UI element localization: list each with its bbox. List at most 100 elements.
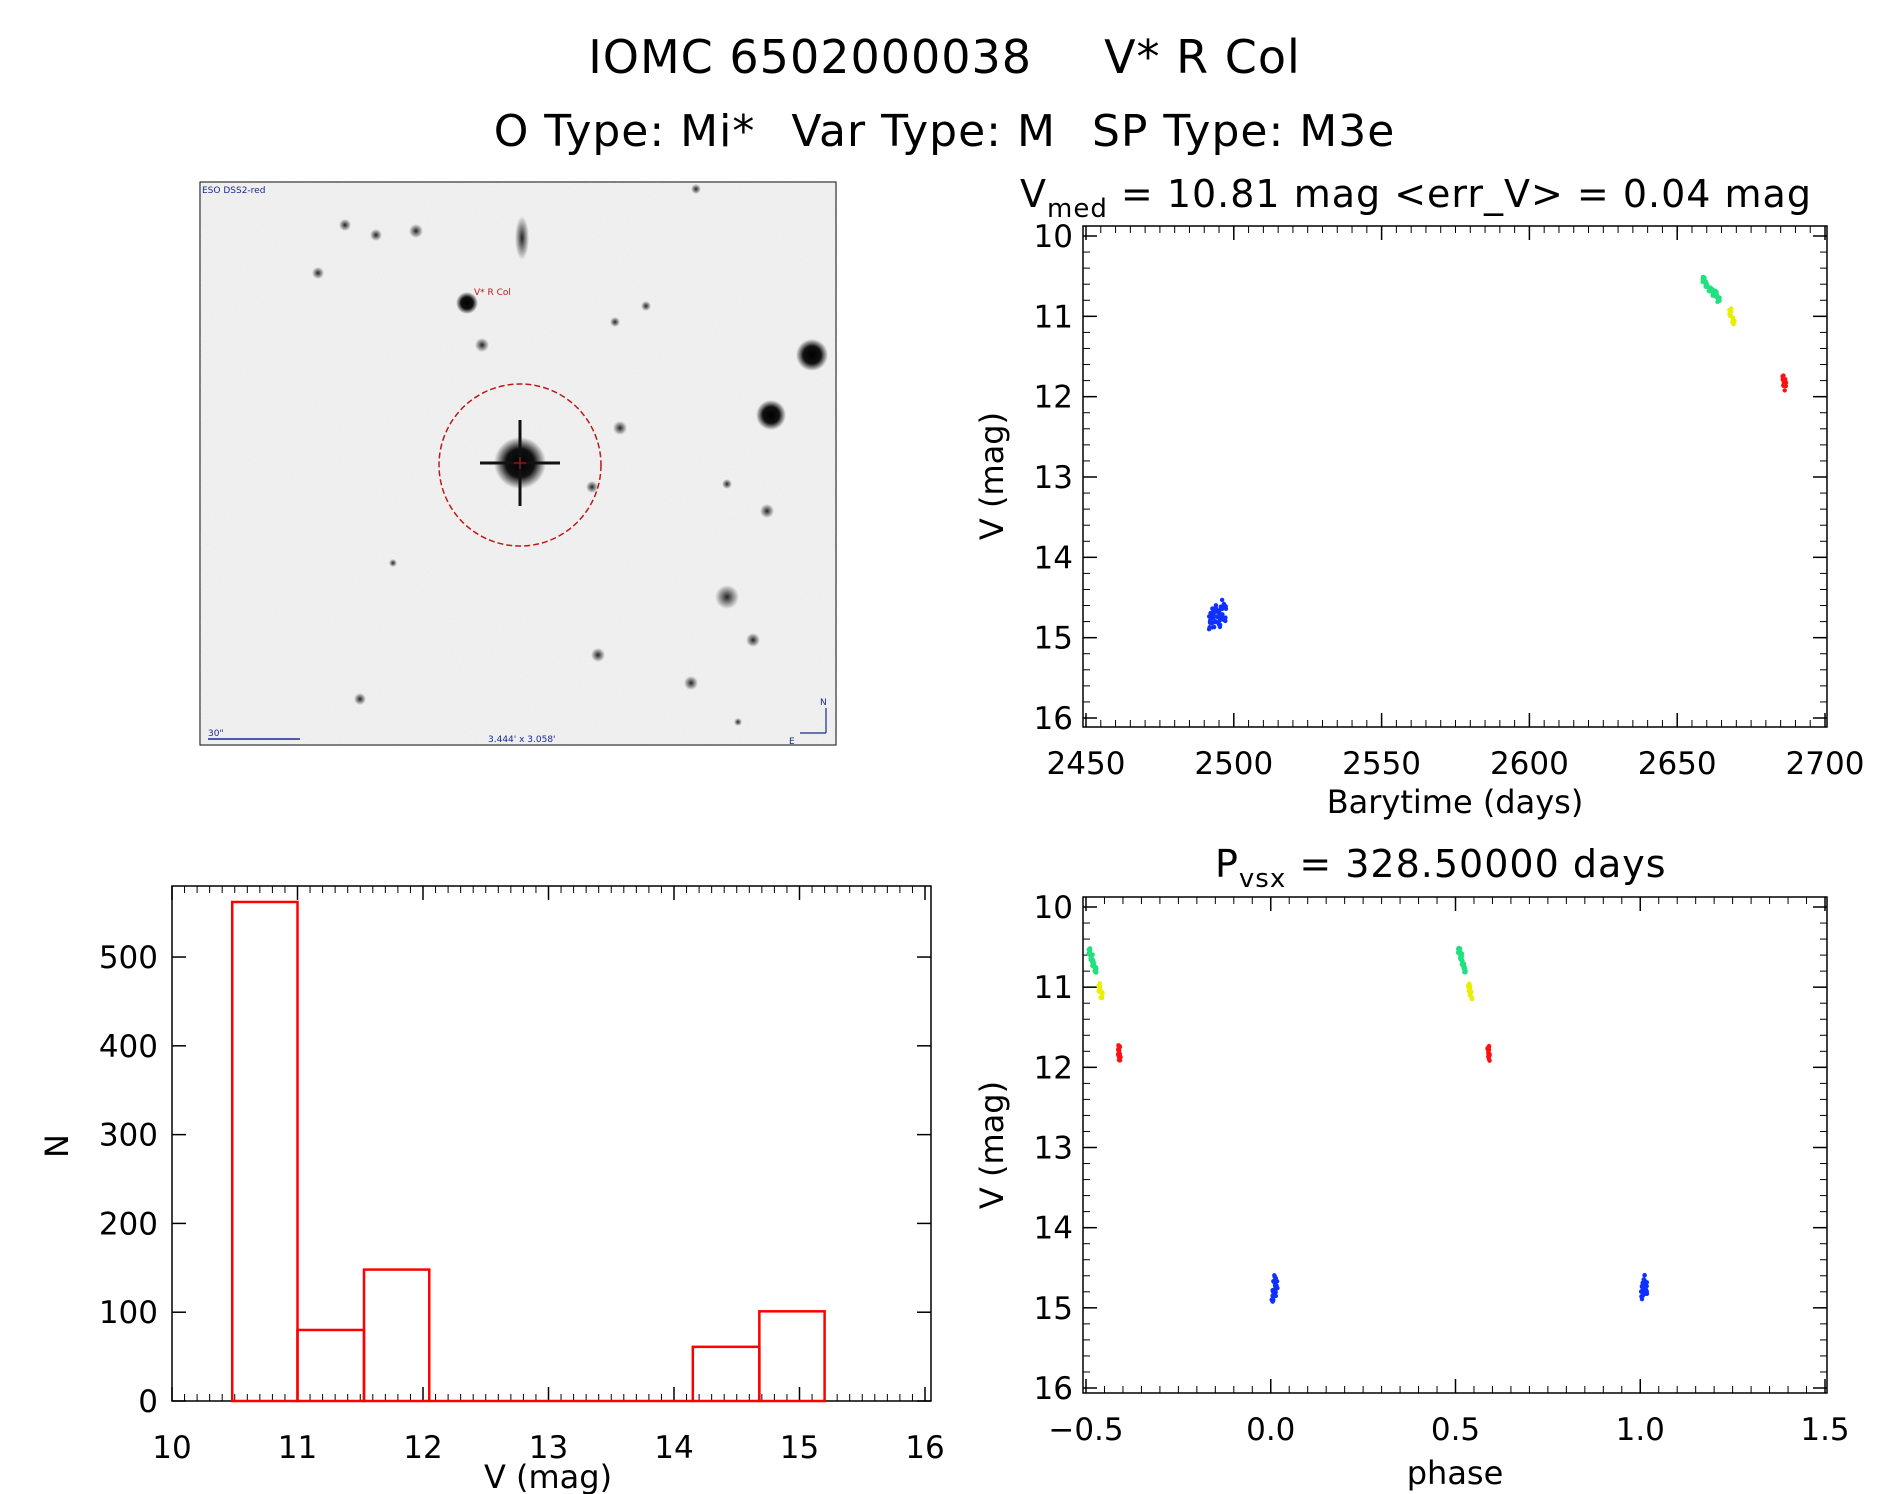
- figure-title-line1: IOMC 6502000038 V* R Col: [0, 30, 1889, 84]
- data-point-red: [1117, 1057, 1123, 1063]
- y-tick-label: 11: [1034, 299, 1073, 335]
- spectral-type: SP Type: M3e: [1091, 106, 1396, 157]
- y-tick-label: 400: [99, 1029, 158, 1065]
- histogram-ylabel: N: [38, 1134, 76, 1158]
- data-point-green: [1093, 968, 1099, 973]
- lightcurve-title: Vmed = 10.81 mag <err_V> = 0.04 mag: [1020, 172, 1812, 224]
- lightcurve-xlabel: Barytime (days): [1327, 783, 1584, 821]
- data-point-blue: [1217, 622, 1223, 628]
- scale-label: 30": [208, 729, 224, 739]
- x-tick-label: 16: [905, 1430, 944, 1466]
- histogram-x-tick-labels: 10 11 12 13 14 15 16: [152, 1430, 944, 1466]
- data-point-green: [1093, 964, 1099, 970]
- histogram-bar: [362, 1268, 431, 1403]
- x-tick-label: 2700: [1786, 746, 1865, 782]
- y-tick-label: 500: [99, 940, 158, 976]
- data-point-blue: [1212, 609, 1218, 615]
- data-point-blue: [1271, 1278, 1276, 1284]
- phased-ylabel: V (mag): [973, 1081, 1011, 1209]
- data-point-yellow: [1099, 995, 1104, 1001]
- y-tick-label: 16: [1034, 701, 1073, 737]
- data-point-yellow: [1467, 982, 1472, 988]
- data-point-blue: [1639, 1294, 1644, 1299]
- x-tick-label: 11: [278, 1430, 317, 1466]
- y-tick-label: 14: [1034, 1211, 1073, 1247]
- data-point-blue: [1642, 1273, 1647, 1278]
- north-label: N: [820, 698, 827, 708]
- variable-type: Var Type: M: [791, 106, 1056, 157]
- sky-image-panel: ESO DSS2-red V* R Col 30" 3.444' x 3.058…: [199, 181, 837, 747]
- x-tick-label: 10: [152, 1430, 191, 1466]
- object-type: O Type: Mi*: [493, 106, 756, 157]
- histogram-bar: [230, 900, 299, 1403]
- fov-label: 3.444' x 3.058': [488, 735, 556, 745]
- target-star: [480, 420, 560, 506]
- histogram-ticks: [171, 886, 931, 1402]
- data-point-blue: [1213, 603, 1219, 608]
- data-point-red: [1782, 388, 1787, 393]
- data-point-blue: [1643, 1288, 1648, 1293]
- data-point-green: [1704, 281, 1709, 286]
- star-name: V* R Col: [1104, 30, 1301, 84]
- data-point-blue: [1273, 1293, 1279, 1299]
- histogram-bar: [296, 1328, 366, 1403]
- x-tick-label: 15: [780, 1430, 819, 1466]
- star-id: IOMC 6502000038: [588, 30, 1033, 84]
- data-point-red: [1783, 378, 1788, 384]
- histogram-y-tick-labels: 0 100 200 300 400 500: [99, 940, 158, 1420]
- y-tick-label: 200: [99, 1206, 158, 1242]
- data-point-blue: [1270, 1299, 1275, 1304]
- data-point-yellow: [1469, 996, 1475, 1002]
- lightcurve-x-tick-labels: 2450 2500 2550 2600 2650 2700: [1047, 746, 1865, 782]
- phased-ticks: [1083, 897, 1827, 1393]
- phased-title: Pvsx = 328.50000 days: [1215, 842, 1667, 894]
- lightcurve-points: [1206, 274, 1789, 632]
- data-point-yellow: [1100, 990, 1105, 995]
- lightcurve-ylabel: V (mag): [973, 412, 1011, 540]
- phased-y-tick-labels: 10 11 12 13 14 15 16: [1034, 890, 1073, 1407]
- x-tick-label: −0.5: [1048, 1412, 1123, 1448]
- data-point-blue: [1210, 625, 1215, 630]
- data-point-green: [1713, 291, 1718, 296]
- data-point-blue: [1274, 1279, 1280, 1284]
- histogram-bar: [758, 1310, 826, 1403]
- histogram-bars: [230, 900, 826, 1403]
- data-point-red: [1116, 1044, 1122, 1049]
- y-tick-label: 13: [1034, 1131, 1073, 1167]
- phased-xlabel: phase: [1407, 1454, 1504, 1492]
- y-tick-label: 100: [99, 1295, 158, 1331]
- lightcurve-ticks: [1083, 226, 1827, 727]
- y-tick-label: 15: [1034, 621, 1073, 657]
- data-point-yellow: [1097, 984, 1103, 990]
- lightcurve-panel: Vmed = 10.81 mag <err_V> = 0.04 mag 2450…: [973, 172, 1864, 821]
- y-tick-label: 11: [1034, 970, 1073, 1006]
- data-point-blue: [1222, 618, 1228, 623]
- data-point-red: [1486, 1056, 1492, 1062]
- y-tick-label: 10: [1034, 219, 1073, 255]
- data-point-blue: [1273, 1290, 1278, 1295]
- data-point-yellow: [1467, 988, 1473, 994]
- data-point-blue: [1642, 1291, 1648, 1296]
- y-tick-label: 300: [99, 1118, 158, 1154]
- x-tick-label: 0.5: [1431, 1412, 1480, 1448]
- figure-title-line2: O Type: Mi* Var Type: M SP Type: M3e: [0, 106, 1889, 157]
- phased-x-tick-labels: −0.5 0.0 0.5 1.0 1.5: [1048, 1412, 1849, 1448]
- x-tick-label: 2650: [1638, 746, 1717, 782]
- data-point-red: [1487, 1053, 1492, 1058]
- x-tick-label: 1.0: [1616, 1412, 1665, 1448]
- data-point-green: [1456, 945, 1462, 951]
- x-tick-label: 2500: [1194, 746, 1273, 782]
- histogram-xlabel: V (mag): [484, 1458, 612, 1494]
- data-point-green: [1460, 959, 1465, 965]
- data-point-yellow: [1730, 316, 1736, 322]
- x-tick-label: 12: [403, 1430, 442, 1466]
- data-point-yellow: [1727, 307, 1732, 313]
- y-tick-label: 15: [1034, 1291, 1073, 1327]
- background-stars: [312, 184, 828, 726]
- y-tick-label: 16: [1034, 1371, 1073, 1407]
- x-tick-label: 0.0: [1246, 1412, 1295, 1448]
- data-point-blue: [1223, 604, 1228, 609]
- data-point-blue: [1273, 1283, 1279, 1289]
- x-tick-label: 1.5: [1800, 1412, 1849, 1448]
